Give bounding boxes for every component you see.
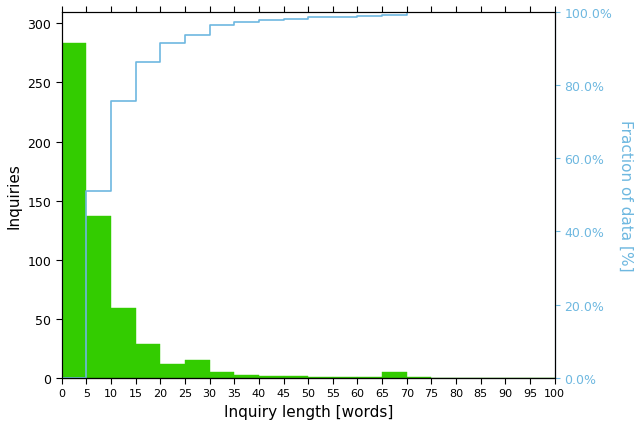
Bar	[210, 372, 234, 378]
Y-axis label: Inquiries: Inquiries	[7, 162, 22, 228]
Bar	[407, 377, 431, 378]
Bar	[86, 216, 111, 378]
Bar	[284, 376, 308, 378]
Bar	[308, 377, 333, 378]
Y-axis label: Fraction of data [%]: Fraction of data [%]	[618, 120, 633, 271]
X-axis label: Inquiry length [words]: Inquiry length [words]	[223, 404, 393, 419]
Bar	[333, 377, 358, 378]
Bar	[185, 360, 210, 378]
Bar	[358, 377, 382, 378]
Bar	[62, 44, 86, 378]
Bar	[259, 376, 284, 378]
Bar	[136, 344, 161, 378]
Bar	[234, 374, 259, 378]
Bar	[382, 372, 407, 378]
Bar	[111, 308, 136, 378]
Bar	[161, 364, 185, 378]
